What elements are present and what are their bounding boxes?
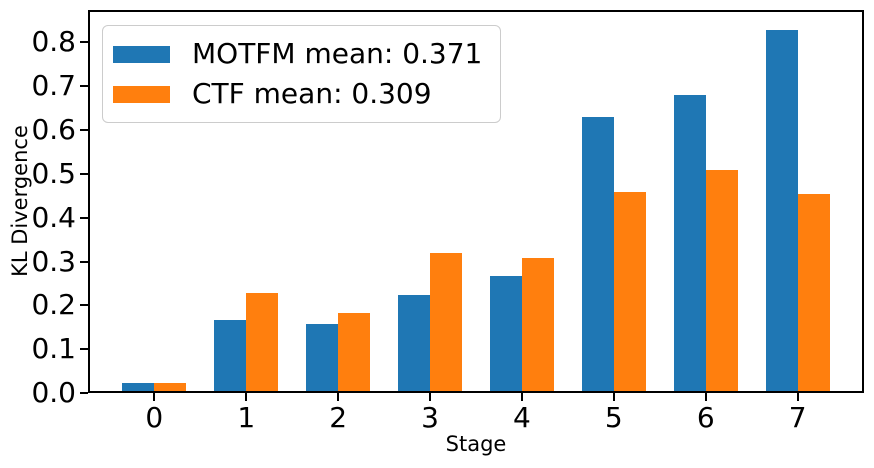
x-tick-mark-6	[704, 393, 707, 401]
y-tick-label-0.2: 0.2	[31, 288, 76, 322]
y-tick-mark-0.2	[80, 304, 88, 307]
x-tick-mark-7	[796, 393, 799, 401]
x-tick-mark-4	[520, 393, 523, 401]
y-tick-mark-0.7	[80, 85, 88, 88]
bar-ctf-stage-6	[705, 169, 738, 391]
x-tick-label-1: 1	[237, 401, 256, 434]
bar-motfm-stage-4	[489, 276, 522, 391]
x-tick-label-3: 3	[421, 401, 439, 434]
x-tick-label-5: 5	[604, 401, 623, 434]
y-tick-label-0.4: 0.4	[31, 200, 76, 234]
y-tick-mark-0.8	[80, 41, 88, 44]
x-tick-label-0: 0	[145, 401, 164, 434]
x-tick-label-4: 4	[513, 401, 531, 434]
bar-ctf-stage-0	[154, 383, 187, 391]
y-tick-label-0.0: 0.0	[31, 376, 76, 409]
legend: MOTFM mean: 0.371 CTF mean: 0.309	[102, 25, 502, 123]
y-tick-mark-0.1	[80, 348, 88, 351]
bar-ctf-stage-1	[246, 293, 279, 391]
legend-entry-ctf: CTF mean: 0.309	[113, 77, 482, 111]
bar-ctf-stage-2	[338, 312, 371, 391]
x-tick-label-2: 2	[329, 401, 348, 434]
x-tick-label-7: 7	[788, 401, 807, 434]
legend-entry-motfm: MOTFM mean: 0.371	[113, 37, 482, 71]
y-tick-label-0.6: 0.6	[31, 113, 76, 147]
y-tick-label-0.5: 0.5	[31, 156, 76, 190]
y-tick-mark-0.5	[80, 172, 88, 175]
bar-motfm-stage-1	[214, 320, 247, 391]
bar-motfm-stage-3	[397, 294, 431, 391]
y-tick-mark-0.0	[80, 392, 88, 394]
y-tick-label-0.7: 0.7	[31, 69, 76, 103]
bar-ctf-stage-5	[613, 191, 646, 391]
legend-swatch-motfm	[113, 45, 170, 63]
x-tick-mark-0	[153, 393, 156, 401]
legend-swatch-ctf	[113, 85, 170, 103]
y-tick-label-0.3: 0.3	[31, 244, 76, 278]
bar-ctf-stage-4	[521, 257, 555, 391]
y-tick-mark-0.4	[80, 216, 88, 219]
bar-ctf-stage-7	[797, 193, 830, 391]
y-tick-mark-0.3	[80, 260, 88, 263]
bar-motfm-stage-0	[122, 383, 155, 391]
y-tick-label-0.8: 0.8	[31, 25, 76, 59]
x-tick-mark-3	[429, 393, 432, 401]
plot-area: MOTFM mean: 0.371 CTF mean: 0.309	[88, 10, 864, 393]
x-axis-label: Stage	[445, 432, 507, 456]
x-tick-mark-5	[612, 393, 615, 401]
x-tick-mark-2	[337, 393, 340, 401]
legend-label-motfm: MOTFM mean: 0.371	[192, 37, 483, 70]
bar-motfm-stage-2	[305, 324, 339, 391]
bar-ctf-stage-3	[430, 253, 463, 391]
bar-motfm-stage-7	[765, 30, 798, 391]
x-tick-mark-1	[245, 393, 248, 401]
y-tick-mark-0.6	[80, 129, 88, 132]
legend-label-ctf: CTF mean: 0.309	[192, 77, 432, 110]
y-tick-label-0.1: 0.1	[31, 332, 76, 366]
x-tick-label-6: 6	[696, 401, 715, 434]
bar-motfm-stage-6	[673, 95, 706, 391]
bar-motfm-stage-5	[581, 116, 614, 391]
